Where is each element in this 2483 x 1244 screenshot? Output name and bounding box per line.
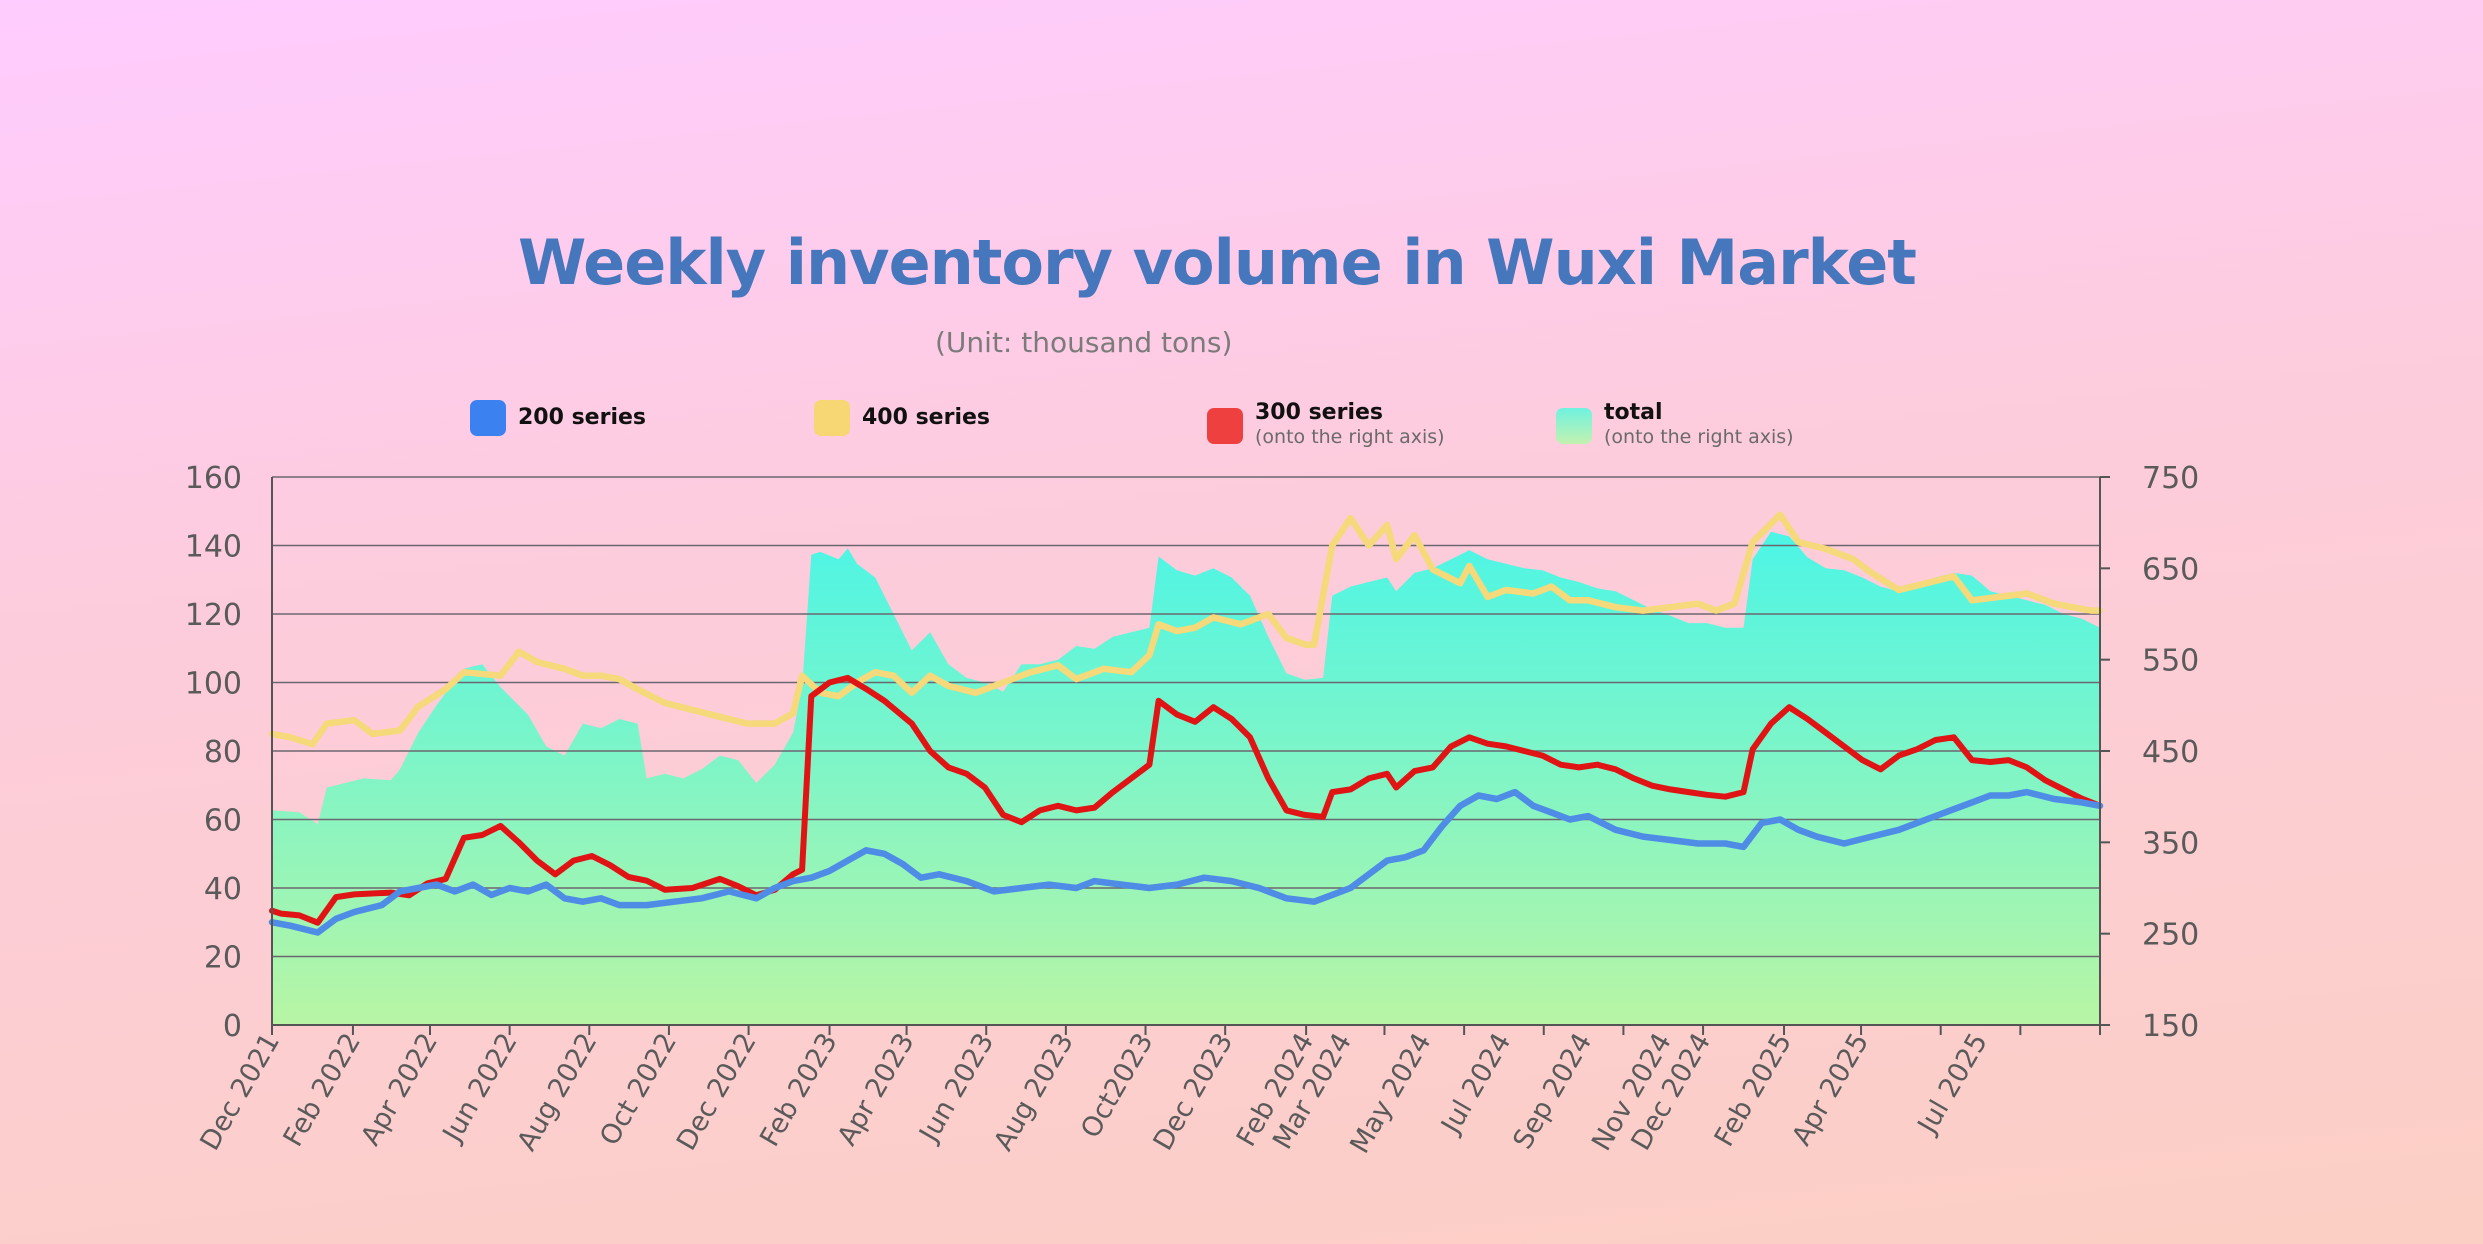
x-axis-tick-label: Aug 2022 bbox=[511, 1028, 603, 1156]
legend-swatch-400-series bbox=[814, 400, 850, 436]
x-axis-tick-label: Feb 2023 bbox=[754, 1028, 843, 1152]
legend-swatch-total bbox=[1556, 408, 1592, 444]
right-axis-tick-label: 250 bbox=[2142, 918, 2199, 953]
x-axis-tick-label: Jul 2024 bbox=[1435, 1028, 1518, 1140]
series-total-area bbox=[272, 531, 2100, 1025]
legend-note-300-series: (onto the right axis) bbox=[1255, 426, 1445, 448]
right-axis-tick-label: 550 bbox=[2142, 644, 2199, 679]
area-layer bbox=[272, 531, 2100, 1025]
legend-swatch-200-series bbox=[470, 400, 506, 436]
left-axis-tick-label: 20 bbox=[204, 941, 242, 976]
legend-note-total: (onto the right axis) bbox=[1604, 426, 1794, 448]
legend-item-400-series[interactable]: 400 series bbox=[814, 400, 990, 436]
legend-item-300-series[interactable]: 300 series (onto the right axis) bbox=[1207, 400, 1445, 448]
series-200-series-line bbox=[268, 788, 2104, 936]
x-axis-tick-label: Oct 2022 bbox=[594, 1028, 683, 1151]
legend-label-400-series: 400 series bbox=[862, 405, 991, 430]
left-axis-tick-label: 60 bbox=[204, 804, 242, 839]
x-axis-tick-label: Feb 2025 bbox=[1709, 1028, 1798, 1152]
left-axis-tick-label: 120 bbox=[185, 598, 242, 633]
x-axis-tick-label: Oct2023 bbox=[1075, 1028, 1160, 1143]
chart-subtitle: (Unit: thousand tons) bbox=[935, 326, 1233, 359]
right-axis-tick-label: 650 bbox=[2142, 552, 2199, 587]
right-axis-tick-label: 450 bbox=[2142, 735, 2199, 770]
lines-layer bbox=[268, 511, 2104, 936]
left-axis-tick-label: 140 bbox=[185, 530, 242, 565]
legend-label-total: total bbox=[1604, 400, 1663, 425]
x-axis-tick-label: Apr 2025 bbox=[1786, 1028, 1875, 1151]
right-axis-tick-label: 350 bbox=[2142, 826, 2199, 861]
x-axis-tick-label: Dec 2023 bbox=[1148, 1028, 1240, 1156]
right-axis-tick-label: 150 bbox=[2142, 1009, 2199, 1044]
grid-layer bbox=[272, 476, 2100, 958]
legend-label-300-series: 300 series bbox=[1255, 400, 1384, 425]
legend-item-total[interactable]: total (onto the right axis) bbox=[1556, 400, 1794, 448]
legend-swatch-300-series bbox=[1207, 408, 1243, 444]
series-300-series-line bbox=[269, 674, 2103, 926]
left-axis-tick-label: 100 bbox=[185, 667, 242, 702]
legend-label-200-series: 200 series bbox=[518, 405, 647, 430]
x-axis-tick-label: Jun 2022 bbox=[436, 1028, 524, 1149]
chart-title: Weekly inventory volume in Wuxi Market bbox=[518, 226, 1917, 299]
right-axis-tick-label: 750 bbox=[2142, 461, 2199, 496]
x-axis-tick-label: Jun 2023 bbox=[913, 1028, 1001, 1149]
left-axis-tick-label: 160 bbox=[185, 461, 242, 496]
left-axis-tick-label: 0 bbox=[223, 1009, 242, 1044]
x-axis-tick-label: Apr 2022 bbox=[355, 1028, 444, 1151]
x-axis-tick-label: Dec 2022 bbox=[671, 1028, 763, 1156]
x-axis-tick-label: Apr 2023 bbox=[832, 1028, 921, 1151]
x-axis-tick-label: Sep 2024 bbox=[1507, 1028, 1598, 1155]
series-400-series-line bbox=[268, 511, 2104, 748]
x-axis-tick-label: Jul 2025 bbox=[1911, 1028, 1994, 1140]
legend-item-200-series[interactable]: 200 series bbox=[470, 400, 646, 436]
x-axis-tick-label: Dec 2021 bbox=[194, 1028, 286, 1156]
x-axis-tick-label: May 2024 bbox=[1344, 1028, 1437, 1159]
left-axis-tick-label: 80 bbox=[204, 735, 242, 770]
x-axis-tick-label: Feb 2022 bbox=[278, 1028, 367, 1152]
left-axis-tick-label: 40 bbox=[204, 872, 242, 907]
x-axis-tick-label: Aug 2023 bbox=[988, 1028, 1080, 1156]
